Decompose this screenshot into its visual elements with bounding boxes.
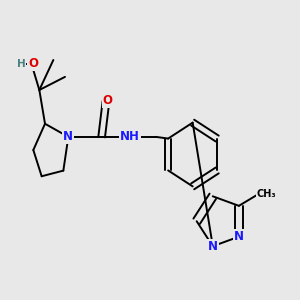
Text: N: N xyxy=(234,230,244,243)
Text: NH: NH xyxy=(120,130,140,143)
Text: H: H xyxy=(16,59,26,69)
Text: CH₃: CH₃ xyxy=(256,189,276,199)
Text: N: N xyxy=(63,130,73,143)
Text: O: O xyxy=(103,94,113,106)
Text: O: O xyxy=(28,57,38,70)
Text: N: N xyxy=(208,240,218,253)
